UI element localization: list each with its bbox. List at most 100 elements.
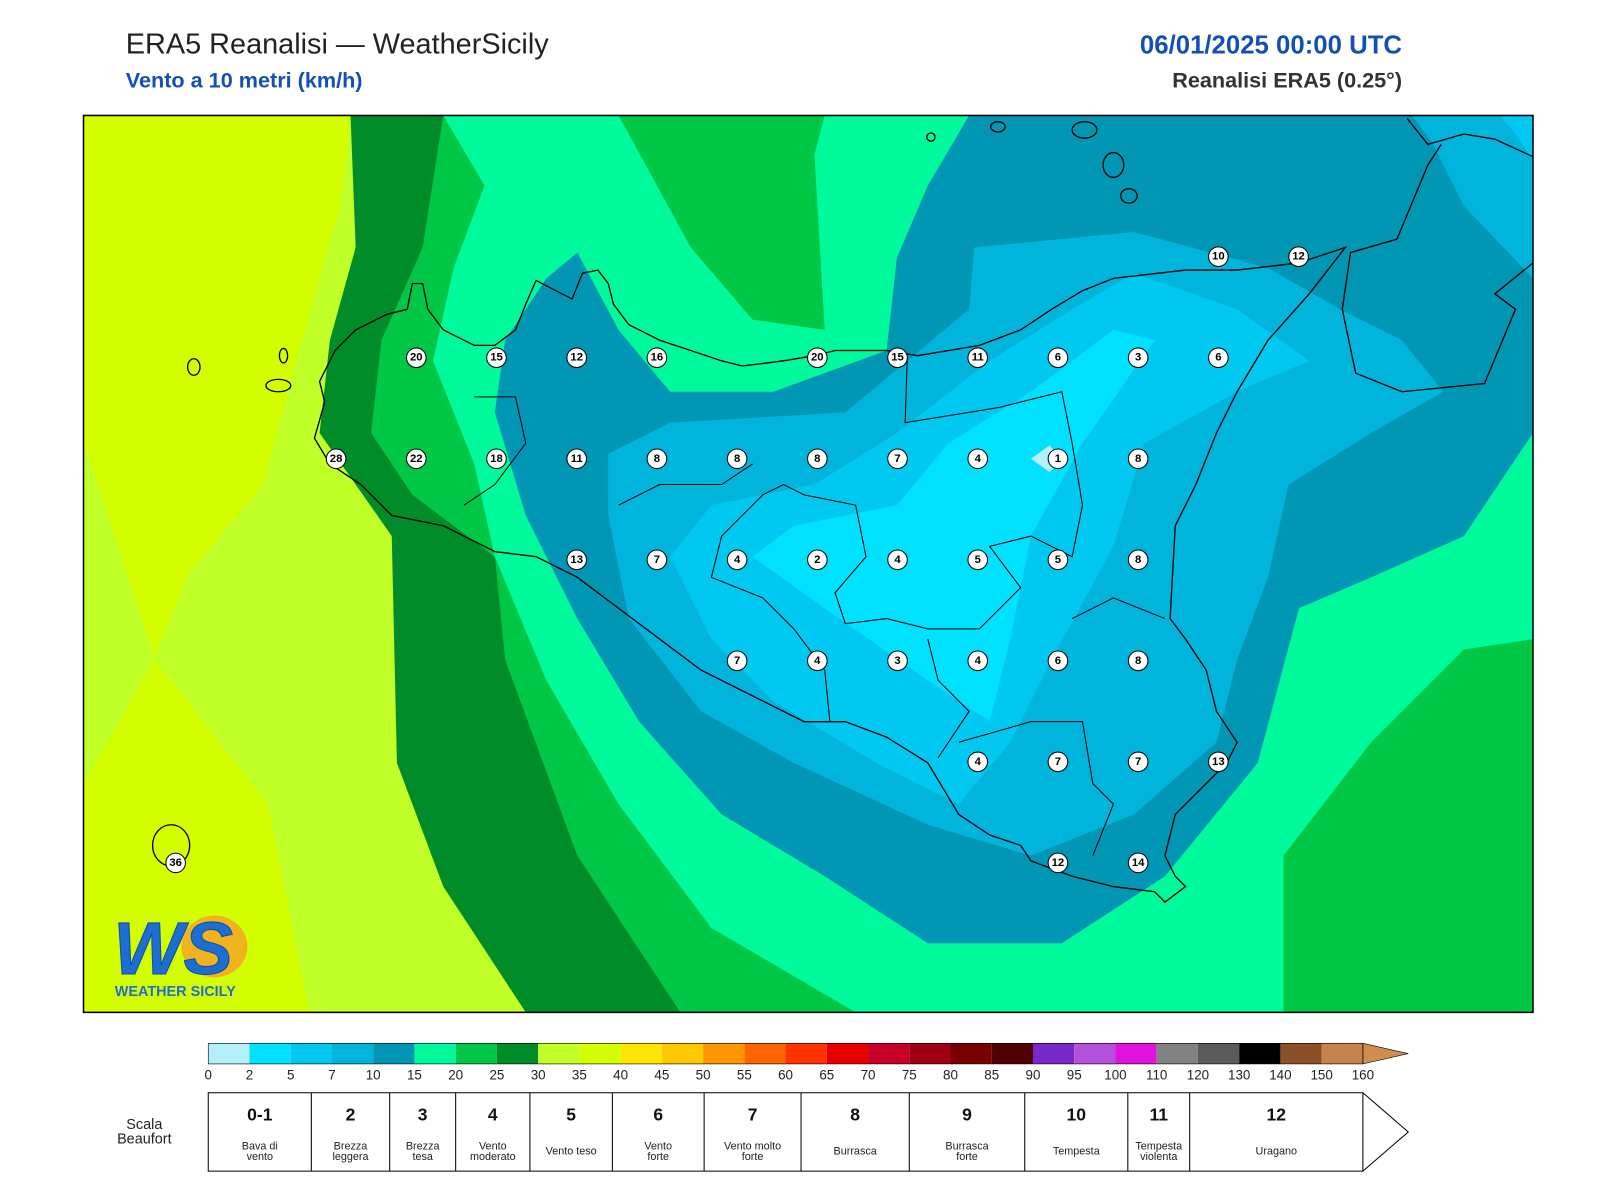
colorbar-frame xyxy=(207,1042,1364,1065)
station-value: 4 xyxy=(975,453,982,465)
over-arrow xyxy=(1362,1042,1409,1065)
color-swatch xyxy=(1197,1043,1240,1064)
beaufort-description: Tempesta xyxy=(1135,1140,1183,1152)
color-swatch xyxy=(909,1043,951,1064)
beaufort-number: 11 xyxy=(1149,1105,1168,1125)
station-marker xyxy=(165,852,186,874)
beaufort-number: 9 xyxy=(962,1105,972,1125)
beaufort-description: Uragano xyxy=(1256,1146,1297,1158)
calabria-coast xyxy=(1406,118,1533,158)
station-marker xyxy=(486,448,507,470)
province-border xyxy=(958,721,1115,856)
date: 06/01/2025 00:00 UTC xyxy=(1140,32,1402,60)
color-swatch xyxy=(744,1043,786,1064)
colorbar-tick-label: 15 xyxy=(407,1067,422,1082)
station-value: 16 xyxy=(651,352,664,364)
beaufort-description: Burrasca xyxy=(834,1146,878,1158)
station-marker xyxy=(486,347,507,369)
station-marker xyxy=(405,347,427,369)
map-frame xyxy=(82,114,1534,1014)
field-2-5 xyxy=(752,329,1155,722)
station-value: 3 xyxy=(894,655,900,667)
colorbar-tick-label: 20 xyxy=(448,1067,463,1082)
station-marker xyxy=(887,448,908,470)
station-marker xyxy=(646,347,668,369)
station-marker xyxy=(1047,549,1069,571)
colorbar-tick-label: 35 xyxy=(572,1067,587,1082)
color-swatch xyxy=(331,1043,374,1064)
beaufort-description: Bava di xyxy=(242,1140,278,1152)
color-swatch xyxy=(1321,1043,1363,1064)
beaufort-description: Vento xyxy=(479,1140,507,1152)
station-value: 4 xyxy=(734,554,741,566)
color-swatch xyxy=(620,1043,662,1064)
colorbar-tick-label: 25 xyxy=(489,1067,504,1082)
color-swatch xyxy=(868,1043,910,1064)
beaufort-number: 7 xyxy=(748,1105,758,1125)
colorbar-tick-label: 85 xyxy=(984,1067,999,1082)
beaufort-description: violenta xyxy=(1140,1151,1178,1163)
beaufort-description: Burrasca xyxy=(945,1140,989,1152)
station-marker xyxy=(1127,347,1149,369)
province-border xyxy=(927,639,970,759)
color-swatch xyxy=(1156,1043,1198,1064)
beaufort-number: 4 xyxy=(488,1105,498,1125)
colorbar-tick-label: 55 xyxy=(737,1067,752,1082)
station-value: 8 xyxy=(654,453,660,465)
beaufort-description: tesa xyxy=(412,1151,433,1163)
station-value: 13 xyxy=(570,554,583,566)
color-swatch xyxy=(991,1043,1033,1064)
beaufort-description: Vento teso xyxy=(546,1146,597,1158)
station-marker xyxy=(807,448,828,470)
station-marker xyxy=(1288,246,1309,268)
station-value: 18 xyxy=(490,453,503,465)
calabria-coast xyxy=(1341,143,1533,393)
logo-sun xyxy=(181,915,248,978)
station-marker xyxy=(1208,347,1229,369)
title: ERA5 Reanalisi — WeatherSicily xyxy=(126,29,549,61)
island xyxy=(1071,120,1098,139)
province-border xyxy=(710,360,1083,722)
color-swatch xyxy=(1239,1043,1281,1064)
colorbar: 0 2 5 7 10 15 20 25 30 35 40 45 50 55 60 65 70 75 80 85 90 95… xyxy=(205,1042,1409,1082)
station-marker xyxy=(1127,751,1149,773)
station-value: 12 xyxy=(570,352,583,364)
colorbar-tick-label: 90 xyxy=(1026,1067,1041,1082)
station-value: 11 xyxy=(571,453,583,465)
field-35-40 xyxy=(83,115,351,1013)
station-marker xyxy=(566,448,588,470)
color-swatch xyxy=(703,1043,745,1064)
colorbar-tick-label: 80 xyxy=(943,1067,958,1082)
station-marker xyxy=(1127,549,1149,571)
station-value: 12 xyxy=(1052,857,1065,869)
beaufort-number: 2 xyxy=(346,1105,356,1125)
province-border xyxy=(1071,597,1166,620)
station-marker xyxy=(1047,650,1069,672)
colorbar-tick-label: 100 xyxy=(1104,1067,1126,1082)
station-value: 4 xyxy=(814,655,821,667)
beaufort-description: Tempesta xyxy=(1053,1146,1101,1158)
colorbar-tick-label: 130 xyxy=(1228,1067,1250,1082)
color-swatch xyxy=(1115,1043,1157,1064)
station-value: 7 xyxy=(1055,756,1061,768)
station-value: 22 xyxy=(410,453,423,465)
field-7-10 xyxy=(1412,115,1533,279)
station-value: 5 xyxy=(975,554,981,566)
colorbar-tick-label: 0 xyxy=(205,1067,212,1082)
station-value: 2 xyxy=(814,554,820,566)
color-swatch xyxy=(661,1043,704,1064)
station-value: 7 xyxy=(894,453,900,465)
station-value: 4 xyxy=(975,655,982,667)
colorbar-tick-label: 5 xyxy=(287,1067,294,1082)
station-marker xyxy=(726,549,748,571)
color-swatch xyxy=(826,1043,869,1064)
colorbar-tick-label: 110 xyxy=(1146,1067,1167,1082)
colorbar-tick-label: 70 xyxy=(861,1067,876,1082)
station-value: 20 xyxy=(811,352,824,364)
station-marker xyxy=(887,650,908,672)
station-marker xyxy=(1047,347,1069,369)
logo-mark: WS xyxy=(113,907,233,990)
source: Reanalisi ERA5 (0.25°) xyxy=(1172,68,1402,93)
